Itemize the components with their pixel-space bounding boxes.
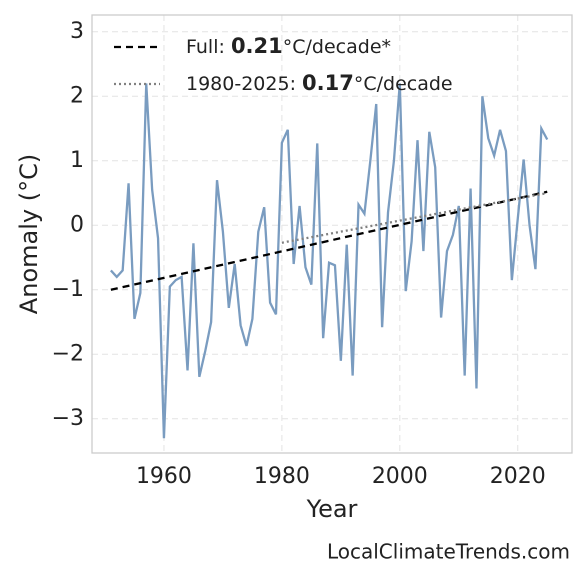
legend-prefix: Full: <box>186 36 231 58</box>
x-axis-label: Year <box>306 495 358 523</box>
y-tick-label: −2 <box>52 341 84 366</box>
y-tick-label: 2 <box>70 83 84 108</box>
legend-rate: 0.21 <box>231 34 283 58</box>
x-tick-label: 1960 <box>136 464 192 489</box>
data-line <box>110 83 549 439</box>
legend-suffix: °C/decade* <box>283 36 391 58</box>
x-tick-label: 2020 <box>490 464 546 489</box>
trend-line <box>110 190 548 291</box>
legend-entry: 1980-2025: 0.17°C/decade <box>186 71 453 95</box>
y-axis-label: Anomaly (°C) <box>15 154 43 314</box>
y-tick-label: 1 <box>70 148 84 173</box>
plot-frame <box>91 14 573 454</box>
plot <box>110 83 549 439</box>
y-tick-label: −1 <box>52 277 84 302</box>
grid <box>92 15 572 453</box>
legend-prefix: 1980-2025: <box>186 73 302 95</box>
x-tick-label: 2000 <box>372 464 428 489</box>
legend-rate: 0.17 <box>302 71 354 95</box>
y-tick-label: −3 <box>52 406 84 431</box>
y-tick-label: 3 <box>70 19 84 44</box>
y-tick-label: 0 <box>70 212 84 237</box>
source: LocalClimateTrends.com <box>327 540 570 564</box>
x-tick-label: 1980 <box>254 464 310 489</box>
legend-suffix: °C/decade <box>354 73 453 95</box>
legend-entry: Full: 0.21°C/decade* <box>186 34 391 58</box>
